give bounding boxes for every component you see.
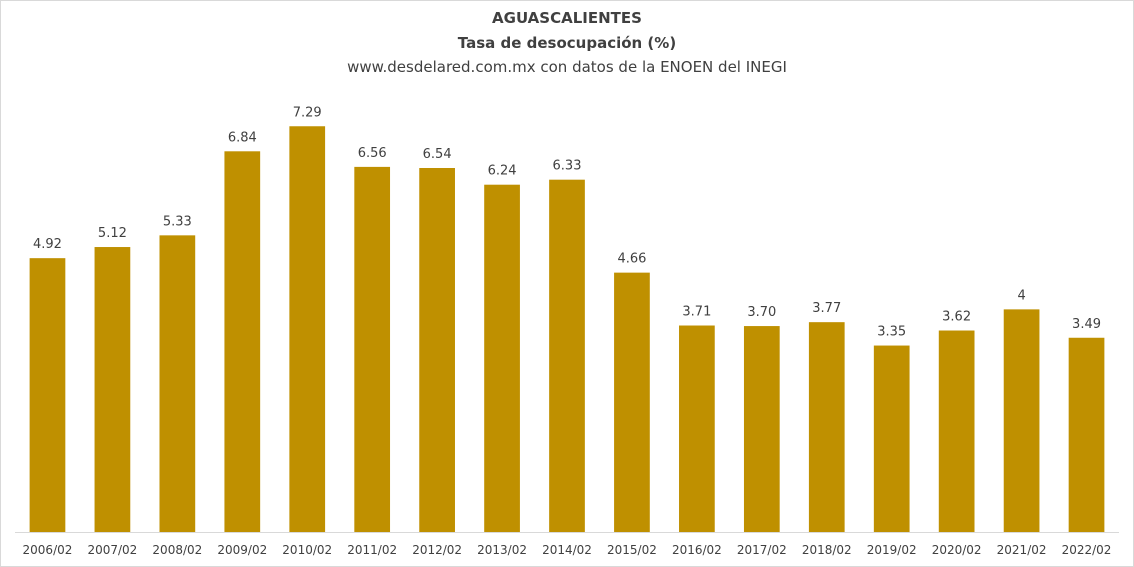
chart-source: www.desdelared.com.mx con datos de la EN…: [347, 58, 787, 76]
bar-2011-02: [354, 166, 391, 532]
bar-2016-02: [679, 325, 715, 532]
x-tick-label: 2018/02: [802, 543, 852, 557]
x-tick-label: 2006/02: [23, 543, 73, 557]
bar-2021-02: [1003, 309, 1040, 532]
data-label: 3.70: [747, 305, 776, 320]
data-label: 7.29: [293, 105, 322, 120]
x-tick-label: 2015/02: [607, 543, 657, 557]
data-label: 6.84: [228, 130, 257, 145]
data-label: 4: [1017, 288, 1025, 303]
chart-title: AGUASCALIENTES: [492, 9, 642, 27]
bar-2009-02: [224, 151, 261, 533]
bar-2008-02: [159, 235, 196, 532]
x-tick-label: 2020/02: [932, 543, 982, 557]
bar-2018-02: [808, 322, 845, 532]
x-tick-label: 2010/02: [282, 543, 332, 557]
data-label: 6.54: [423, 147, 452, 162]
data-label: 6.33: [553, 159, 582, 174]
chart-subtitle: Tasa de desocupación (%): [457, 34, 677, 52]
data-label: 4.66: [617, 252, 646, 267]
bar-2012-02: [419, 167, 455, 532]
x-tick-label: 2012/02: [412, 543, 462, 557]
data-label: 3.71: [682, 305, 711, 320]
x-tick-label: 2008/02: [152, 543, 202, 557]
bar-2007-02: [94, 247, 131, 532]
data-label: 5.12: [98, 226, 127, 241]
x-tick-label: 2021/02: [997, 543, 1047, 557]
x-tick-label: 2013/02: [477, 543, 527, 557]
data-label: 3.62: [942, 310, 971, 325]
x-tick-label: 2014/02: [542, 543, 592, 557]
data-label: 6.56: [358, 146, 387, 161]
x-tick-label: 2017/02: [737, 543, 787, 557]
bar-2019-02: [873, 345, 910, 532]
bar-2010-02: [289, 126, 326, 533]
bar-2013-02: [484, 184, 520, 532]
data-label: 4.92: [33, 237, 62, 252]
x-tick-label: 2022/02: [1062, 543, 1112, 557]
bar-2020-02: [938, 330, 975, 532]
x-tick-label: 2009/02: [217, 543, 267, 557]
data-label: 3.35: [877, 325, 906, 340]
bar-2017-02: [743, 326, 780, 532]
data-label: 3.49: [1072, 317, 1101, 332]
bar-2022-02: [1068, 337, 1105, 532]
data-label: 6.24: [488, 164, 517, 179]
data-label: 3.77: [812, 301, 841, 316]
x-tick-label: 2011/02: [347, 543, 397, 557]
data-label: 5.33: [163, 214, 192, 229]
bar-2015-02: [614, 272, 650, 532]
x-tick-label: 2019/02: [867, 543, 917, 557]
bar-2014-02: [549, 179, 585, 532]
bar-2006-02: [29, 258, 66, 532]
x-tick-label: 2016/02: [672, 543, 722, 557]
x-tick-label: 2007/02: [87, 543, 137, 557]
